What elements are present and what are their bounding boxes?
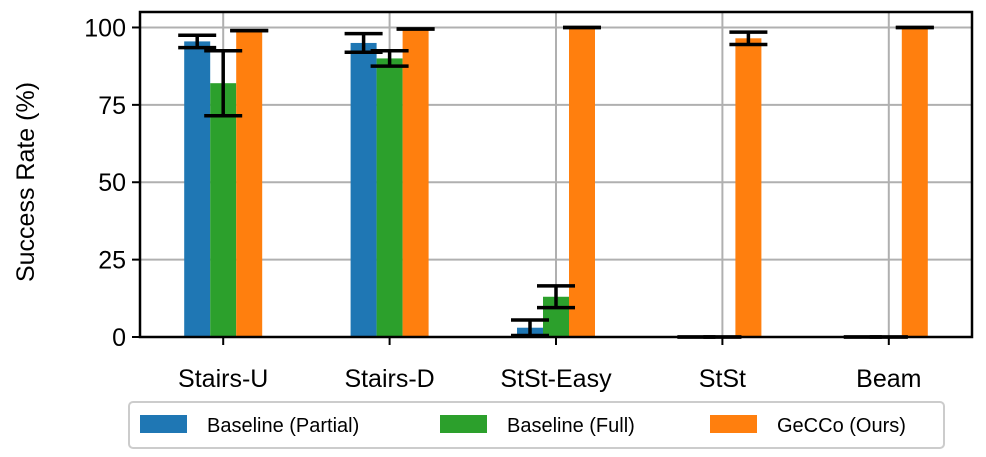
error-bar [537,284,575,310]
error-bar [204,48,243,118]
error-bar [511,318,549,338]
x-tick-label: Stairs-U [178,365,268,393]
y-tick-label: 100 [84,14,126,42]
legend-swatch [140,415,187,433]
legend: Baseline (Partial) Baseline (Full) GeCCo (… [128,401,945,449]
bar-gecco-ours--stst [735,38,762,338]
legend-frame [128,401,945,449]
bar-baseline-partial--stairs-u [184,41,211,338]
y-tick-label: 0 [112,324,126,352]
error-bar [178,33,217,50]
y-axis-label: Success Rate (%) [12,82,40,282]
y-tick-label: 50 [98,169,126,197]
y-axis-ticks: 0 25 50 75 100 [84,14,140,352]
x-tick-label: StSt-Easy [500,365,612,393]
legend-swatch [440,415,487,433]
x-tick-label: Beam [856,365,921,393]
x-tick-label: StSt [699,365,746,393]
bar-gecco-ours--beam [901,27,928,337]
legend-label: Baseline (Full) [507,415,635,437]
y-tick-label: 75 [98,92,126,120]
legend-swatch [710,415,757,433]
bar-baseline-full--stairs-d [376,58,403,338]
bars [184,27,928,338]
bar-gecco-ours--stairs-d [402,29,429,338]
error-bar [370,48,409,68]
bar-baseline-full--stairs-u [210,83,237,337]
error-bar [729,30,768,47]
x-tick-label: Stairs-D [344,365,434,393]
bar-gecco-ours--stst-easy [569,27,595,337]
bar-baseline-partial--stairs-d [350,42,377,337]
legend-label: Baseline (Partial) [207,415,359,437]
x-axis-ticks: Stairs-U Stairs-D StSt-Easy StSt Beam [178,337,921,393]
y-tick-label: 25 [98,247,126,275]
legend-label: GeCCo (Ours) [777,415,906,437]
bar-gecco-ours--stairs-u [236,30,263,337]
